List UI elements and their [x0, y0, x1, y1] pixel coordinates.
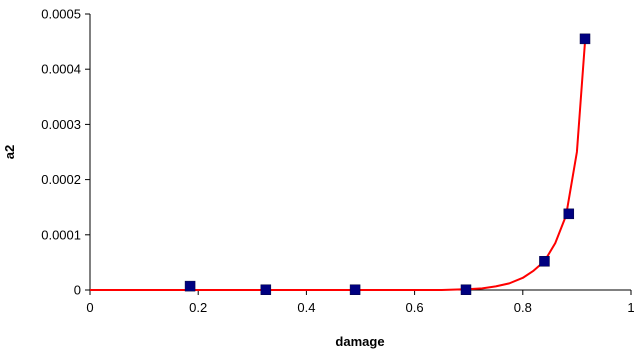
x-tick-label: 1: [627, 300, 634, 315]
y-tick-label: 0.0002: [41, 172, 81, 187]
x-tick-label: 0: [86, 300, 93, 315]
y-axis: 0 0.0001 0.0002 0.0003 0.0004 0.0005: [41, 7, 91, 298]
y-tick-label: 0.0005: [41, 7, 81, 22]
data-point: [184, 280, 196, 292]
x-tick-label: 0.8: [514, 300, 532, 315]
fit-curve: [90, 41, 587, 291]
data-point: [260, 284, 272, 295]
data-points-layer: [184, 33, 591, 295]
data-point: [579, 33, 591, 45]
x-tick-label: 0.4: [297, 300, 315, 315]
data-point: [349, 284, 361, 295]
fit-line-layer: [90, 41, 587, 291]
y-axis-title: a2: [2, 145, 17, 159]
data-point: [563, 208, 575, 220]
y-tick-label: 0.0001: [41, 227, 81, 242]
y-tick-label: 0.0004: [41, 62, 81, 77]
data-point: [539, 256, 550, 267]
y-tick-label: 0.0003: [41, 117, 81, 132]
x-tick-label: 0.6: [406, 300, 424, 315]
x-axis: 0 0.2 0.4 0.6 0.8 1: [86, 289, 634, 315]
y-tick-label: 0: [74, 283, 81, 298]
data-point: [460, 284, 472, 295]
x-axis-title: damage: [335, 334, 384, 349]
x-tick-label: 0.2: [189, 300, 207, 315]
